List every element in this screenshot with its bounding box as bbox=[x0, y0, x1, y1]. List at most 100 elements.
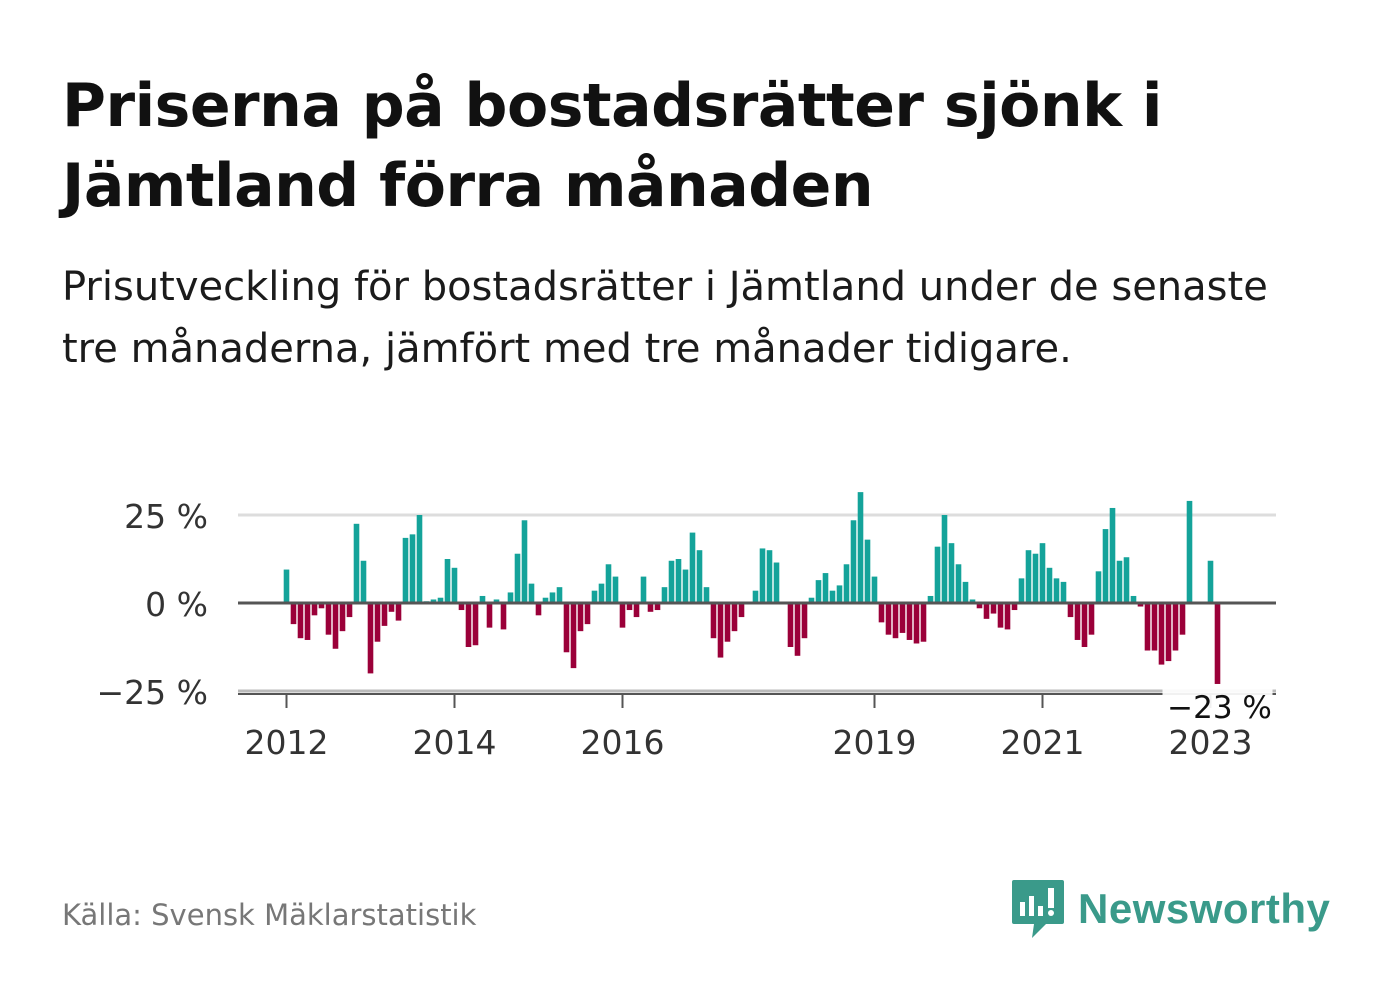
bar bbox=[808, 597, 815, 603]
bar-chart: 25 % 0 % −25 % 2012 2014 2016 2019 2021 2023−23 … bbox=[97, 492, 1276, 762]
bar bbox=[290, 603, 297, 625]
bar bbox=[556, 587, 563, 603]
bar bbox=[1158, 603, 1165, 665]
bar bbox=[451, 567, 458, 603]
bar bbox=[1067, 603, 1074, 618]
bar bbox=[1032, 553, 1039, 603]
bar bbox=[668, 560, 675, 603]
bar bbox=[1179, 603, 1186, 635]
bar bbox=[584, 603, 591, 625]
bar bbox=[1046, 567, 1053, 603]
bar bbox=[801, 603, 808, 639]
bar bbox=[1172, 603, 1179, 651]
bar bbox=[325, 603, 332, 635]
bar bbox=[829, 590, 836, 603]
bar bbox=[892, 603, 899, 639]
bar bbox=[703, 587, 710, 603]
newsworthy-logo[interactable]: Newsworthy bbox=[1010, 878, 1330, 940]
bar bbox=[283, 569, 290, 603]
x-tick-label: 2012 bbox=[245, 723, 329, 762]
bar bbox=[1060, 581, 1067, 603]
bar bbox=[353, 523, 360, 603]
bar bbox=[360, 560, 367, 603]
bar bbox=[773, 562, 780, 603]
bar bbox=[1116, 560, 1123, 603]
y-tick-label: 25 % bbox=[124, 497, 208, 536]
bar bbox=[521, 520, 528, 603]
bar bbox=[920, 603, 927, 642]
bar bbox=[885, 603, 892, 635]
bar bbox=[752, 590, 759, 603]
bar bbox=[864, 539, 871, 603]
x-tick-label: 2016 bbox=[581, 723, 665, 762]
axes bbox=[238, 601, 1276, 708]
bar bbox=[822, 573, 829, 603]
bar bbox=[542, 597, 549, 603]
bar bbox=[738, 603, 745, 618]
bar bbox=[1186, 500, 1193, 603]
bar bbox=[458, 603, 465, 611]
bar bbox=[472, 603, 479, 646]
bar bbox=[388, 603, 395, 612]
bar bbox=[570, 603, 577, 669]
bar-series bbox=[283, 492, 1221, 684]
bar bbox=[1088, 603, 1095, 635]
bar bbox=[794, 603, 801, 656]
bar bbox=[836, 585, 843, 603]
bar bbox=[381, 603, 388, 626]
bar bbox=[318, 603, 325, 609]
bar bbox=[850, 520, 857, 603]
bar bbox=[1165, 603, 1172, 662]
bar bbox=[346, 603, 353, 618]
bar bbox=[878, 603, 885, 623]
chart-subtitle: Prisutveckling för bostadsrätter i Jämtl… bbox=[62, 264, 1268, 372]
chart-title: Priserna på bostadsrätter sjönk i Jämtla… bbox=[62, 71, 1162, 221]
x-tick-label: 2021 bbox=[1001, 723, 1085, 762]
axis-labels: 25 % 0 % −25 % 2012 2014 2016 2019 2021 2023−23 … bbox=[97, 497, 1273, 762]
y-tick-label: 0 % bbox=[145, 585, 208, 624]
bar bbox=[1144, 603, 1151, 651]
last-value-annotation: −23 % bbox=[1167, 690, 1272, 726]
bar bbox=[1018, 578, 1025, 603]
bar bbox=[591, 590, 598, 603]
bar bbox=[948, 543, 955, 603]
bar bbox=[990, 603, 997, 614]
bar bbox=[731, 603, 738, 632]
bar bbox=[486, 603, 493, 628]
bar bbox=[1151, 603, 1158, 651]
bar bbox=[997, 603, 1004, 628]
bar bbox=[815, 580, 822, 603]
bar bbox=[1130, 595, 1137, 603]
bar bbox=[437, 597, 444, 603]
bar bbox=[1123, 557, 1130, 603]
bar bbox=[787, 603, 794, 647]
bar bbox=[1095, 571, 1102, 603]
bar bbox=[640, 576, 647, 603]
bar bbox=[311, 603, 318, 616]
bar bbox=[647, 603, 654, 612]
bar bbox=[479, 595, 486, 603]
bar bbox=[577, 603, 584, 632]
bar bbox=[927, 595, 934, 603]
bar bbox=[563, 603, 570, 653]
bar bbox=[1004, 603, 1011, 630]
bar bbox=[605, 564, 612, 603]
bar bbox=[444, 559, 451, 603]
newsworthy-logo-icon bbox=[1012, 880, 1064, 938]
bar bbox=[465, 603, 472, 647]
bar bbox=[514, 553, 521, 603]
bar bbox=[689, 532, 696, 603]
bar bbox=[297, 603, 304, 639]
bar bbox=[983, 603, 990, 619]
bar bbox=[619, 603, 626, 628]
bar bbox=[535, 603, 542, 616]
x-tick-label: 2023 bbox=[1169, 723, 1253, 762]
bar bbox=[500, 603, 507, 630]
bar bbox=[1102, 529, 1109, 603]
bar bbox=[857, 492, 864, 603]
source-note: Källa: Svensk Mäklarstatistik bbox=[62, 898, 477, 932]
logo-wordmark: Newsworthy bbox=[1078, 885, 1331, 932]
bar bbox=[1053, 578, 1060, 603]
bar bbox=[682, 569, 689, 603]
bar bbox=[332, 603, 339, 649]
